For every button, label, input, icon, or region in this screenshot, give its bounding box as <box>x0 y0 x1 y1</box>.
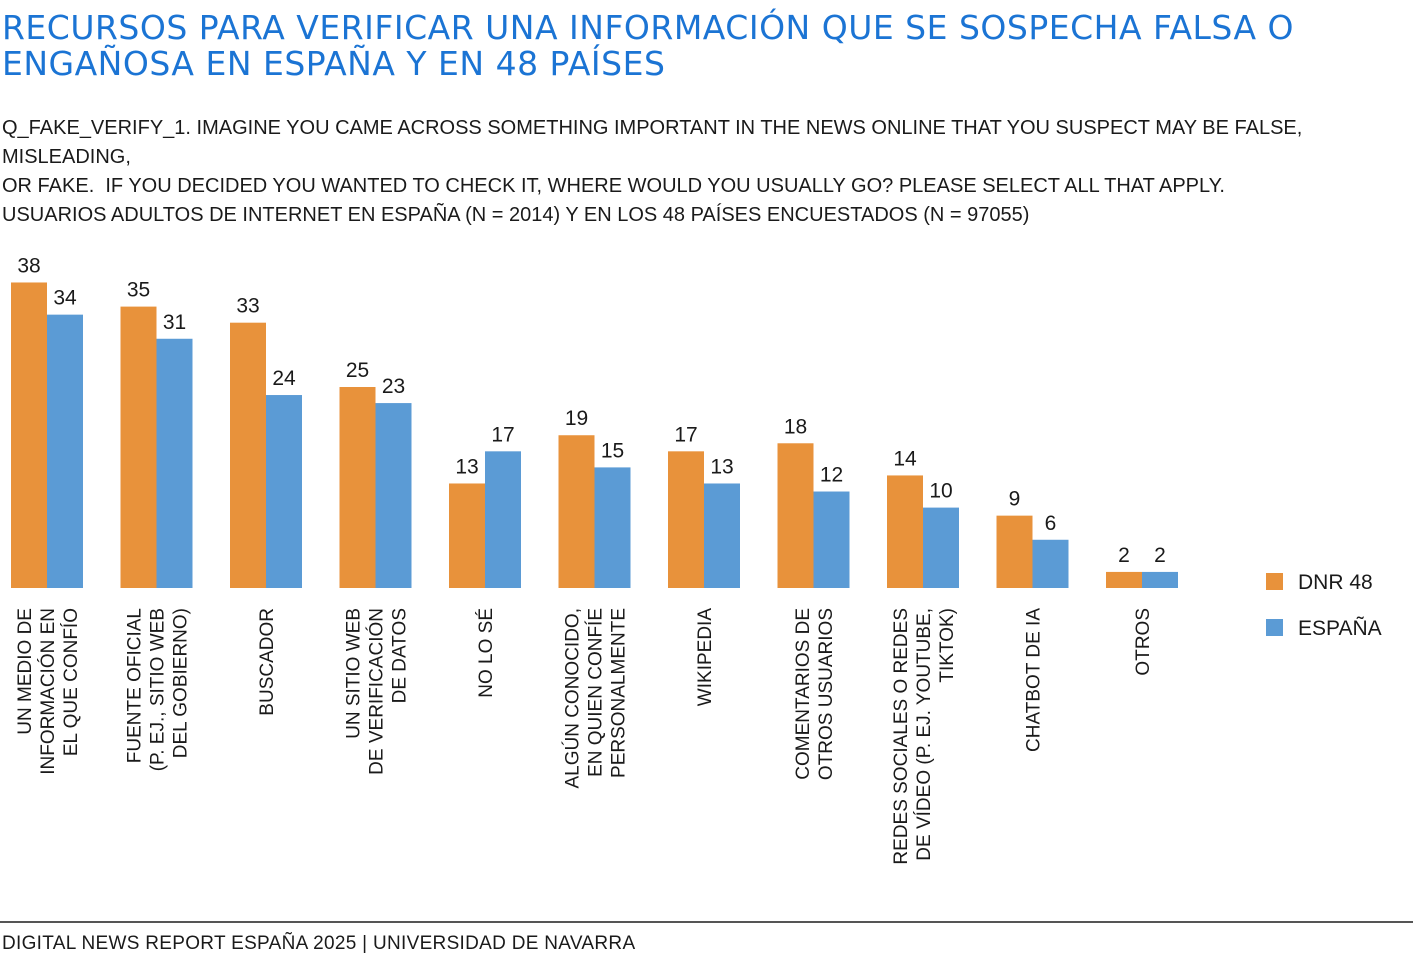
bar-dnr48-9 <box>996 515 1033 588</box>
bar-dnr48-3 <box>339 387 376 588</box>
bar-dnr48-10 <box>1106 571 1142 588</box>
bar-dnr48-2 <box>230 322 266 588</box>
legend-label-espana: ESPAÑA <box>1298 616 1382 640</box>
data-label-espana-6: 13 <box>710 455 733 478</box>
category-label-line: UN SITIO WEB <box>344 608 365 739</box>
data-label-dnr48-2: 33 <box>236 295 259 318</box>
category-label-line: ALGÚN CONOCIDO, <box>562 608 584 789</box>
bar-espana-7 <box>813 491 850 588</box>
bar-espana-9 <box>1032 539 1069 588</box>
chart-subtitle: Q_FAKE_VERIFY_1. IMAGINE YOU CAME ACROSS… <box>2 114 1402 230</box>
data-label-espana-5: 15 <box>601 439 624 462</box>
category-label-line: REDES SOCIALES O REDES <box>891 608 912 865</box>
category-label-line: BUSCADOR <box>257 608 278 716</box>
category-label-2: BUSCADOR <box>257 608 278 716</box>
category-label-10: OTROS <box>1133 608 1154 676</box>
category-label-1: FUENTE OFICIAL (P. EJ., SITIO WEB DEL GOBI… <box>125 608 192 771</box>
category-label-line: DEL GOBIERNO) <box>171 608 192 758</box>
bar-dnr48-6 <box>668 451 704 588</box>
chart-title-line-1: RECURSOS PARA VERIFICAR UNA INFORMACIÓN … <box>2 8 1295 47</box>
bar-dnr48-5 <box>558 435 595 588</box>
category-label-line: PERSONALMENTE <box>609 608 630 778</box>
category-label-3: UN SITIO WEB DE VERIFICACIÓN DE DATOS <box>344 608 411 775</box>
data-label-dnr48-7: 18 <box>784 415 807 438</box>
category-label-line: (P. EJ., SITIO WEB <box>148 608 169 771</box>
category-label-7: COMENTARIOS DE OTROS USUARIOS <box>793 608 837 780</box>
bar-espana-3 <box>375 403 412 588</box>
bar-espana-1 <box>156 338 193 588</box>
legend-label-dnr48: DNR 48 <box>1298 571 1373 594</box>
chart-title-line-2: ENGAÑOSA EN ESPAÑA Y EN 48 PAÍSES <box>2 44 666 83</box>
bar-espana-2 <box>266 395 302 588</box>
bar-espana-8 <box>923 507 959 588</box>
category-label-line: NO LO SÉ <box>476 608 497 698</box>
data-label-espana-2: 24 <box>272 367 296 390</box>
data-label-dnr48-10: 2 <box>1118 544 1130 567</box>
footer-divider <box>0 921 1413 923</box>
data-label-dnr48-0: 38 <box>17 254 40 277</box>
category-label-line: FUENTE OFICIAL <box>125 608 146 763</box>
data-label-dnr48-5: 19 <box>565 407 588 430</box>
category-label-line: DE DATOS <box>390 608 411 703</box>
category-label-line: DE VERIFICACIÓN <box>366 608 388 775</box>
bar-dnr48-1 <box>120 306 157 588</box>
category-label-0: UN MEDIO DE INFORMACIÓN EN EL QUE CONFÍO <box>15 608 82 775</box>
bar-espana-10 <box>1142 571 1178 588</box>
data-label-espana-4: 17 <box>491 423 514 446</box>
data-label-dnr48-9: 9 <box>1009 488 1021 511</box>
data-label-espana-0: 34 <box>53 287 77 310</box>
category-label-5: ALGÚN CONOCIDO, EN QUIEN CONFÍE PERSONALME… <box>562 608 630 789</box>
bar-dnr48-0 <box>11 282 47 588</box>
chart-title: RECURSOS PARA VERIFICAR UNA INFORMACIÓN … <box>2 10 1402 82</box>
data-label-espana-7: 12 <box>820 464 843 487</box>
category-label-line: DE VÍDEO (P. EJ. YOUTUBE, <box>914 608 935 861</box>
data-label-espana-9: 6 <box>1045 512 1057 535</box>
bar-chart: 38 34 UN MEDIO DE INFORMACIÓN EN EL QUE CONF… <box>11 254 1382 865</box>
legend-swatch-espana <box>1266 619 1283 636</box>
data-label-dnr48-8: 14 <box>893 447 917 470</box>
category-label-line: EL QUE CONFÍO <box>61 608 82 756</box>
category-label-line: CHATBOT DE IA <box>1024 608 1045 752</box>
data-label-espana-1: 31 <box>163 311 186 334</box>
subtitle-sample-line: USUARIOS ADULTOS DE INTERNET EN ESPAÑA (… <box>2 204 1030 226</box>
bar-espana-0 <box>47 314 83 588</box>
data-label-espana-3: 23 <box>382 375 405 398</box>
data-label-espana-10: 2 <box>1154 544 1166 567</box>
data-label-dnr48-1: 35 <box>127 279 150 302</box>
footer-credit: DIGITAL NEWS REPORT ESPAÑA 2025 | UNIVER… <box>2 933 636 954</box>
category-label-line: WIKIPEDIA <box>695 608 716 707</box>
category-label-6: WIKIPEDIA <box>695 608 716 707</box>
data-label-dnr48-3: 25 <box>346 359 369 382</box>
bar-dnr48-7 <box>777 443 814 588</box>
category-label-line: OTROS <box>1133 608 1154 676</box>
data-label-espana-8: 10 <box>929 480 952 503</box>
category-label-line: INFORMACIÓN EN <box>37 608 59 775</box>
bar-espana-5 <box>594 467 631 588</box>
category-label-line: TIKTOK) <box>937 608 958 683</box>
category-label-line: COMENTARIOS DE <box>793 608 814 780</box>
data-label-dnr48-4: 13 <box>455 455 478 478</box>
category-label-4: NO LO SÉ <box>476 608 497 698</box>
subtitle-question-line-2: OR FAKE. IF YOU DECIDED YOU WANTED TO CH… <box>2 175 1225 197</box>
bar-dnr48-8 <box>887 475 923 588</box>
category-label-line: UN MEDIO DE <box>15 608 36 735</box>
category-label-line: OTROS USUARIOS <box>816 608 837 780</box>
legend-swatch-dnr48 <box>1266 573 1283 590</box>
category-label-9: CHATBOT DE IA <box>1024 608 1045 752</box>
category-label-8: REDES SOCIALES O REDES DE VÍDEO (P. EJ. Y… <box>891 608 958 865</box>
subtitle-question-line-1: Q_FAKE_VERIFY_1. IMAGINE YOU CAME ACROSS… <box>2 117 1308 168</box>
bar-dnr48-4 <box>449 483 485 588</box>
data-label-dnr48-6: 17 <box>674 423 697 446</box>
bar-espana-6 <box>704 483 740 588</box>
bar-espana-4 <box>485 451 521 588</box>
category-label-line: EN QUIEN CONFÍE <box>586 608 607 777</box>
